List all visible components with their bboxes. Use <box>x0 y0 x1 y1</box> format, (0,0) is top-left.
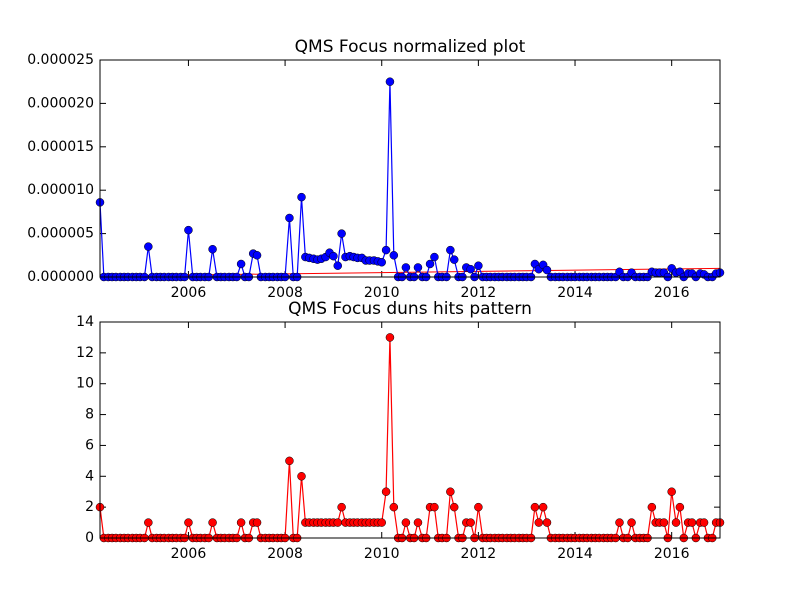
y-tick-label: 4 <box>85 468 94 484</box>
x-tick-label: 2014 <box>557 285 593 301</box>
data-point <box>627 518 636 527</box>
data-point <box>381 487 391 496</box>
x-tick-label: 2008 <box>267 546 303 562</box>
data-point <box>329 251 338 261</box>
data-point <box>449 502 459 512</box>
chart-title: QMS Focus duns hits pattern <box>288 299 532 319</box>
y-tick-label: 0.000020 <box>27 95 94 111</box>
data-point <box>446 245 455 255</box>
data-point <box>285 213 294 223</box>
data-point <box>389 502 399 512</box>
data-point <box>687 518 697 527</box>
y-tick-label: 10 <box>76 376 94 392</box>
data-point <box>144 518 153 527</box>
data-point <box>381 245 391 255</box>
data-point <box>474 261 483 270</box>
data-point <box>297 472 306 481</box>
y-tick-label: 6 <box>85 437 94 453</box>
data-point <box>474 502 483 512</box>
data-point <box>385 77 395 86</box>
data-point <box>699 518 709 527</box>
data-point <box>297 192 306 202</box>
data-point <box>333 261 343 270</box>
data-point <box>449 255 459 264</box>
y-tick-label: 12 <box>76 345 94 361</box>
data-point <box>466 264 475 274</box>
data-point <box>184 225 193 235</box>
data-point <box>425 259 435 269</box>
y-tick-label: 2 <box>85 499 94 515</box>
data-point <box>144 242 153 251</box>
data-point <box>337 229 346 238</box>
data-point <box>236 259 246 269</box>
y-tick-label: 0.000010 <box>27 182 94 198</box>
data-point <box>184 518 193 527</box>
data-point <box>647 502 657 512</box>
data-point <box>446 487 455 496</box>
data-point <box>542 518 552 527</box>
x-tick-label: 2012 <box>461 285 497 301</box>
x-tick-label: 2006 <box>171 285 207 301</box>
x-tick-label: 2012 <box>461 546 497 562</box>
x-tick-label: 2010 <box>364 546 400 562</box>
data-point <box>675 502 685 512</box>
data-point <box>430 502 439 512</box>
x-tick-label: 2014 <box>557 546 593 562</box>
plot-frame <box>99 321 721 539</box>
data-point <box>401 518 411 527</box>
data-point <box>413 518 423 527</box>
data-point <box>389 251 399 260</box>
data-point <box>466 518 475 527</box>
y-tick-label: 14 <box>76 314 94 330</box>
data-point <box>377 518 386 527</box>
data-point <box>542 265 552 275</box>
data-point <box>377 257 386 267</box>
y-tick-label: 0 <box>85 530 94 546</box>
data-point <box>337 502 346 512</box>
data-point <box>208 244 217 254</box>
x-tick-label: 2008 <box>267 285 303 301</box>
plot-frame <box>99 59 721 278</box>
y-tick-label: 8 <box>85 407 94 423</box>
y-tick-label: 0.000005 <box>27 226 94 242</box>
data-point <box>401 263 411 272</box>
chart-title: QMS Focus normalized plot <box>295 37 526 57</box>
data-point <box>208 518 217 527</box>
x-tick-label: 2016 <box>654 546 690 562</box>
y-tick-label: 0.000025 <box>27 52 94 68</box>
data-point <box>671 518 681 527</box>
x-tick-label: 2010 <box>364 285 400 301</box>
data-point <box>538 502 548 512</box>
data-point <box>659 518 669 527</box>
data-point <box>236 518 246 527</box>
data-point <box>252 251 262 260</box>
y-tick-label: 0.000000 <box>27 269 94 285</box>
data-point <box>667 487 676 496</box>
data-point <box>385 333 395 342</box>
data-point <box>534 518 544 527</box>
data-point <box>285 456 294 466</box>
data-point <box>333 518 343 527</box>
data-point <box>615 518 624 527</box>
data-point <box>413 263 423 272</box>
data-point <box>252 518 262 527</box>
x-tick-label: 2016 <box>654 285 690 301</box>
data-point <box>430 252 439 262</box>
x-tick-label: 2006 <box>171 546 207 562</box>
y-tick-label: 0.000015 <box>27 139 94 155</box>
data-point <box>530 502 540 512</box>
